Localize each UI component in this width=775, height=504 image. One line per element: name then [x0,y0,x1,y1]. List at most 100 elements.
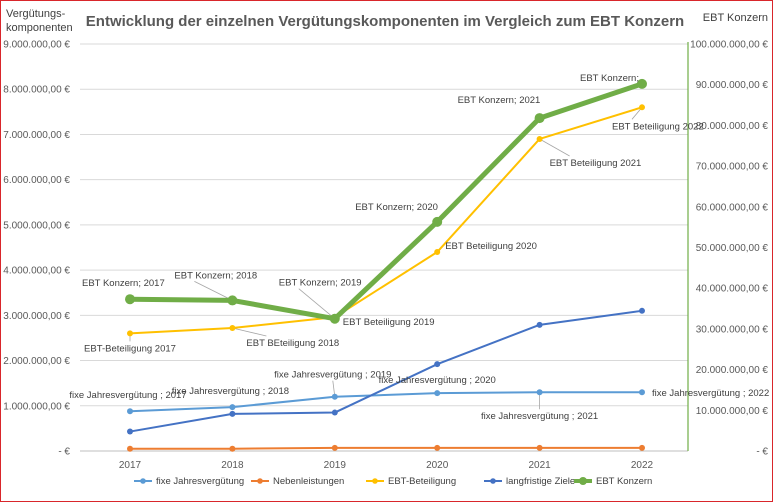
y-axis-left-label-line1: Vergütungs- [6,8,66,20]
x-tick-2018: 2018 [221,460,244,471]
data-point-3-5 [639,307,645,314]
leader-line-7 [232,327,267,337]
data-label-10: EBT Beteiligung 2021 [550,158,642,169]
tick-labels: - € 1.000.000,00 € 2.000.000,00 € 3.000.000… [3,40,768,472]
data-label-0: fixe Jahresvergütung ; 2017 [69,390,186,401]
data-point-4-0 [125,294,135,305]
series-line-1 [130,446,642,450]
data-label-1: fixe Jahresvergütung ; 2018 [172,386,289,397]
series-line-4 [129,81,643,322]
series-lines [125,78,647,452]
data-label-8: EBT Beteiligung 2019 [343,317,435,328]
legend-marker-2 [372,478,378,484]
data-label-15: EBT Konzern; 2020 [355,202,438,213]
leader-line-13 [194,281,233,301]
data-point-4-1 [227,295,238,306]
legend: fixe Jahresvergütung Nebenleistungen EBT-B… [134,476,652,487]
leader-lines [129,107,643,410]
legend-marker-0 [140,478,146,484]
data-label-5: fixe Jahresvergütung ; 2022 [652,388,769,399]
x-tick-2021: 2021 [528,460,551,471]
y-tick-right-1: 10.000.000,00 € [696,406,769,417]
y-tick-left-6: 6.000.000,00 € [3,175,70,186]
data-point-0-5 [639,389,645,396]
x-tick-2019: 2019 [324,460,347,471]
data-label-7: EBT BEteiligung 2018 [246,338,339,349]
legend-label-0: fixe Jahresvergütung [156,476,244,487]
data-point-4-5 [637,78,647,89]
legend-marker-3 [490,478,496,484]
legend-marker-4 [579,477,587,485]
legend-marker-1 [257,478,263,484]
data-label-6: EBT-Beteiligung 2017 [84,343,176,354]
y-tick-left-5: 5.000.000,00 € [3,220,70,231]
series-line-3 [129,309,643,433]
data-point-0-3 [434,390,441,397]
data-label-9: EBT Beteiligung 2020 [445,241,537,252]
x-tick-2017: 2017 [119,460,142,471]
y-tick-right-2: 20.000.000,00 € [696,365,769,376]
y-tick-left-8: 8.000.000,00 € [3,85,70,96]
y-tick-right-10: 100.000.000,00 € [690,40,768,51]
leader-line-10 [539,138,570,157]
data-point-1-3 [434,444,441,451]
legend-label-2: EBT-Beteiligung [388,476,456,487]
data-label-17: EBT Konzern; [580,73,639,84]
data-point-3-2 [331,409,338,416]
y-tick-left-3: 3.000.000,00 € [3,311,70,322]
data-point-0-4 [536,389,543,396]
data-point-2-5 [639,104,645,111]
data-point-3-4 [536,321,543,328]
data-label-14: EBT Konzern; 2019 [279,278,362,289]
y-tick-right-6: 60.000.000,00 € [696,202,769,213]
y-tick-right-0: - € [756,447,768,458]
data-point-4-4 [534,113,545,124]
data-label-11: EBT Beteiligung 2022 [612,121,704,132]
y-tick-left-2: 2.000.000,00 € [3,356,70,367]
data-label-12: EBT Konzern; 2017 [82,278,165,289]
y-tick-left-7: 7.000.000,00 € [3,130,70,141]
data-point-3-1 [229,410,236,417]
data-point-1-2 [331,444,338,451]
data-label-16: EBT Konzern; 2021 [458,95,541,106]
series-line-2 [129,106,643,335]
data-point-3-0 [127,428,133,435]
data-point-4-3 [432,216,443,227]
data-point-4-2 [329,313,340,324]
y-axis-right-label: EBT Konzern [703,12,768,24]
data-point-1-1 [229,445,236,452]
y-tick-right-8: 80.000.000,00 € [696,121,769,132]
x-tick-2022: 2022 [631,460,654,471]
data-point-1-5 [639,444,645,451]
data-label-2: fixe Jahresvergütung ; 2019 [274,370,391,381]
data-point-2-1 [229,324,236,331]
data-point-2-0 [127,330,133,337]
data-point-0-0 [127,408,133,415]
y-tick-left-0: - € [58,447,70,458]
data-point-0-2 [331,393,338,400]
y-tick-left-4: 4.000.000,00 € [3,266,70,277]
y-tick-right-7: 70.000.000,00 € [696,162,769,173]
y-tick-right-3: 30.000.000,00 € [696,324,769,335]
data-point-1-0 [127,445,133,452]
data-label-3: fixe Jahresvergütung ; 2020 [379,375,496,386]
legend-label-3: langfristige Ziele [506,476,575,487]
axes [80,42,689,452]
data-label-4: fixe Jahresvergütung ; 2021 [481,411,598,422]
data-point-0-1 [229,404,236,411]
y-tick-right-9: 90.000.000,00 € [696,80,769,91]
data-point-1-4 [536,444,543,451]
x-tick-2020: 2020 [426,460,449,471]
legend-label-4: EBT Konzern [596,476,652,487]
data-label-13: EBT Konzern; 2018 [174,270,257,281]
data-point-2-4 [536,135,543,142]
y-tick-left-9: 9.000.000,00 € [3,40,70,51]
legend-label-1: Nebenleistungen [273,476,344,487]
data-point-3-3 [434,361,441,368]
series-line-0 [129,391,642,413]
data-point-2-3 [434,249,441,256]
y-tick-left-1: 1.000.000,00 € [3,401,70,412]
y-axis-left-label-line2: komponenten [6,22,73,34]
